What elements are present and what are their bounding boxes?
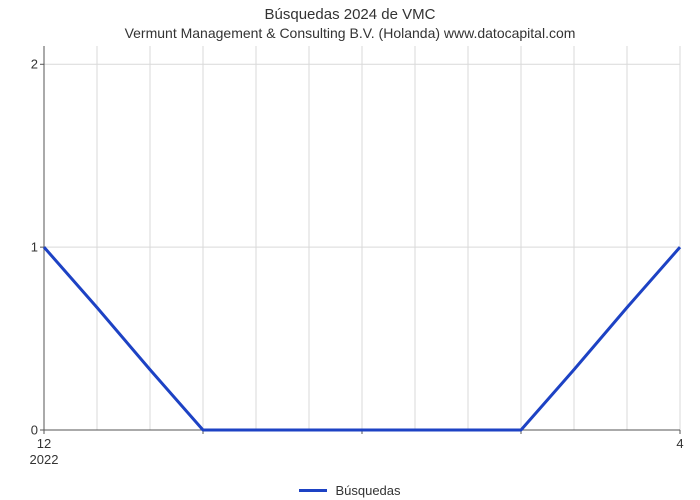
x-tick-label: 12 xyxy=(37,436,51,451)
y-tick-label: 2 xyxy=(20,57,38,72)
legend-swatch xyxy=(299,489,327,492)
legend-item: Búsquedas xyxy=(299,483,400,498)
chart-container: { "chart": { "type": "line", "title_line… xyxy=(0,0,700,500)
plot-area xyxy=(44,46,680,430)
chart-subtitle: Vermunt Management & Consulting B.V. (Ho… xyxy=(0,25,700,43)
y-tick-label: 0 xyxy=(20,423,38,438)
x-tick-label: 4 xyxy=(676,436,683,451)
y-tick-label: 1 xyxy=(20,240,38,255)
chart-titles: Búsquedas 2024 de VMC Vermunt Management… xyxy=(0,0,700,42)
x-year-label: 2022 xyxy=(30,452,59,467)
chart-title: Búsquedas 2024 de VMC xyxy=(0,6,700,25)
plot-svg xyxy=(44,46,680,430)
legend: Búsquedas xyxy=(0,480,700,498)
legend-label: Búsquedas xyxy=(335,483,400,498)
